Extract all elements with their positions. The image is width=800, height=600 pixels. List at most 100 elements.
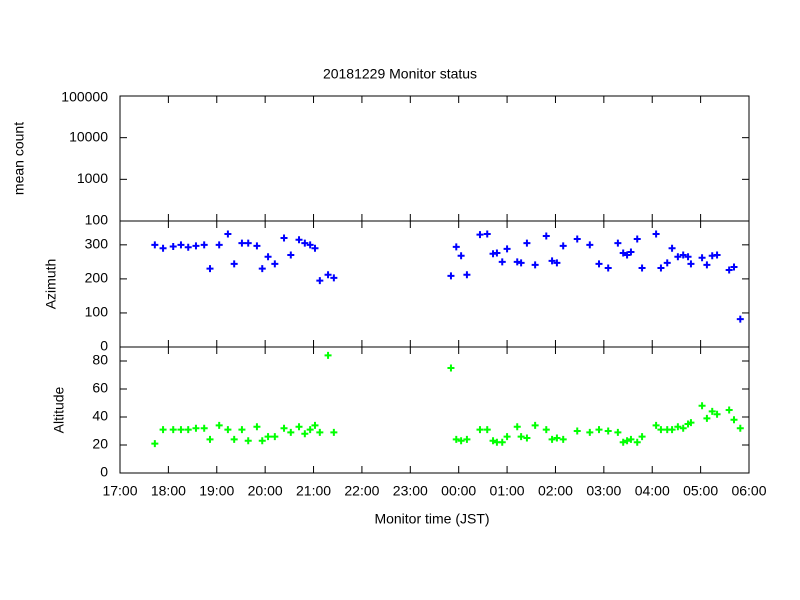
data-point xyxy=(517,433,525,441)
data-point xyxy=(238,426,246,434)
data-point xyxy=(553,434,561,442)
x-tick-label: 00:00 xyxy=(441,483,476,499)
data-point xyxy=(503,245,511,253)
data-point xyxy=(244,437,252,445)
y-axis-label: Azimuth xyxy=(43,259,59,310)
data-point xyxy=(730,263,738,271)
data-point xyxy=(503,433,511,441)
data-point xyxy=(159,426,167,434)
data-point xyxy=(684,253,692,261)
data-point xyxy=(736,424,744,432)
y-tick-label: 0 xyxy=(100,338,108,354)
data-point xyxy=(476,426,484,434)
y-tick-label: 40 xyxy=(92,408,108,424)
data-point xyxy=(614,428,622,436)
data-point xyxy=(316,428,324,436)
data-point xyxy=(633,235,641,243)
data-point xyxy=(324,351,332,359)
data-point xyxy=(264,253,272,261)
data-point xyxy=(633,438,641,446)
data-point xyxy=(177,426,185,434)
x-tick-label: 03:00 xyxy=(586,483,621,499)
data-point xyxy=(311,421,319,429)
data-point xyxy=(483,230,491,238)
data-point xyxy=(306,241,314,249)
data-point xyxy=(573,427,581,435)
data-point xyxy=(623,251,631,259)
data-point xyxy=(498,258,506,266)
data-point xyxy=(614,239,622,247)
data-point xyxy=(679,251,687,259)
x-tick-label: 19:00 xyxy=(199,483,234,499)
data-point xyxy=(627,248,635,256)
data-point xyxy=(517,259,525,267)
data-point xyxy=(463,271,471,279)
data-point xyxy=(513,258,521,266)
data-point xyxy=(215,241,223,249)
data-point xyxy=(542,232,550,240)
data-point xyxy=(192,424,200,432)
data-point xyxy=(330,428,338,436)
data-point xyxy=(513,423,521,431)
data-point xyxy=(264,433,272,441)
data-point xyxy=(206,265,214,273)
data-point xyxy=(159,244,167,252)
data-point xyxy=(703,414,711,422)
data-point xyxy=(192,242,200,250)
data-point xyxy=(452,243,460,251)
x-tick-label: 02:00 xyxy=(538,483,573,499)
data-point xyxy=(687,260,695,268)
data-point xyxy=(271,260,279,268)
y-tick-label: 80 xyxy=(92,352,108,368)
data-point xyxy=(200,424,208,432)
data-point xyxy=(638,433,646,441)
x-tick-label: 20:00 xyxy=(248,483,283,499)
data-point xyxy=(652,230,660,238)
data-point xyxy=(258,437,266,445)
data-point xyxy=(489,437,497,445)
data-point xyxy=(476,231,484,239)
data-point xyxy=(652,421,660,429)
data-point xyxy=(447,364,455,372)
data-point xyxy=(730,416,738,424)
data-point xyxy=(531,261,539,269)
y-tick-label: 300 xyxy=(85,236,109,252)
data-point xyxy=(663,259,671,267)
data-point xyxy=(301,430,309,438)
data-point xyxy=(674,423,682,431)
data-point xyxy=(586,241,594,249)
chart-title: 20181229 Monitor status xyxy=(323,66,477,82)
x-axis-label: Monitor time (JST) xyxy=(374,511,489,527)
data-point xyxy=(244,239,252,247)
data-point xyxy=(573,235,581,243)
data-point xyxy=(725,406,733,414)
x-tick-label: 04:00 xyxy=(635,483,670,499)
data-point xyxy=(713,251,721,259)
y-tick-label: 20 xyxy=(92,436,108,452)
data-point xyxy=(713,410,721,418)
data-point xyxy=(523,239,531,247)
data-point xyxy=(457,437,465,445)
data-point xyxy=(736,315,744,323)
x-tick-label: 17:00 xyxy=(102,483,137,499)
data-point xyxy=(184,426,192,434)
data-point xyxy=(674,253,682,261)
data-point xyxy=(668,426,676,434)
data-point xyxy=(316,277,324,285)
data-point xyxy=(498,438,506,446)
x-tick-label: 23:00 xyxy=(393,483,428,499)
x-tick-label: 22:00 xyxy=(344,483,379,499)
data-point xyxy=(253,242,261,250)
data-point xyxy=(657,264,665,272)
data-point xyxy=(280,234,288,242)
data-point xyxy=(586,428,594,436)
data-point xyxy=(627,435,635,443)
data-point xyxy=(324,271,332,279)
x-tick-label: 06:00 xyxy=(731,483,766,499)
data-point xyxy=(703,261,711,269)
data-point xyxy=(604,427,612,435)
plot-frame xyxy=(119,220,750,348)
data-point xyxy=(523,434,531,442)
data-point xyxy=(698,254,706,262)
data-point xyxy=(457,252,465,260)
